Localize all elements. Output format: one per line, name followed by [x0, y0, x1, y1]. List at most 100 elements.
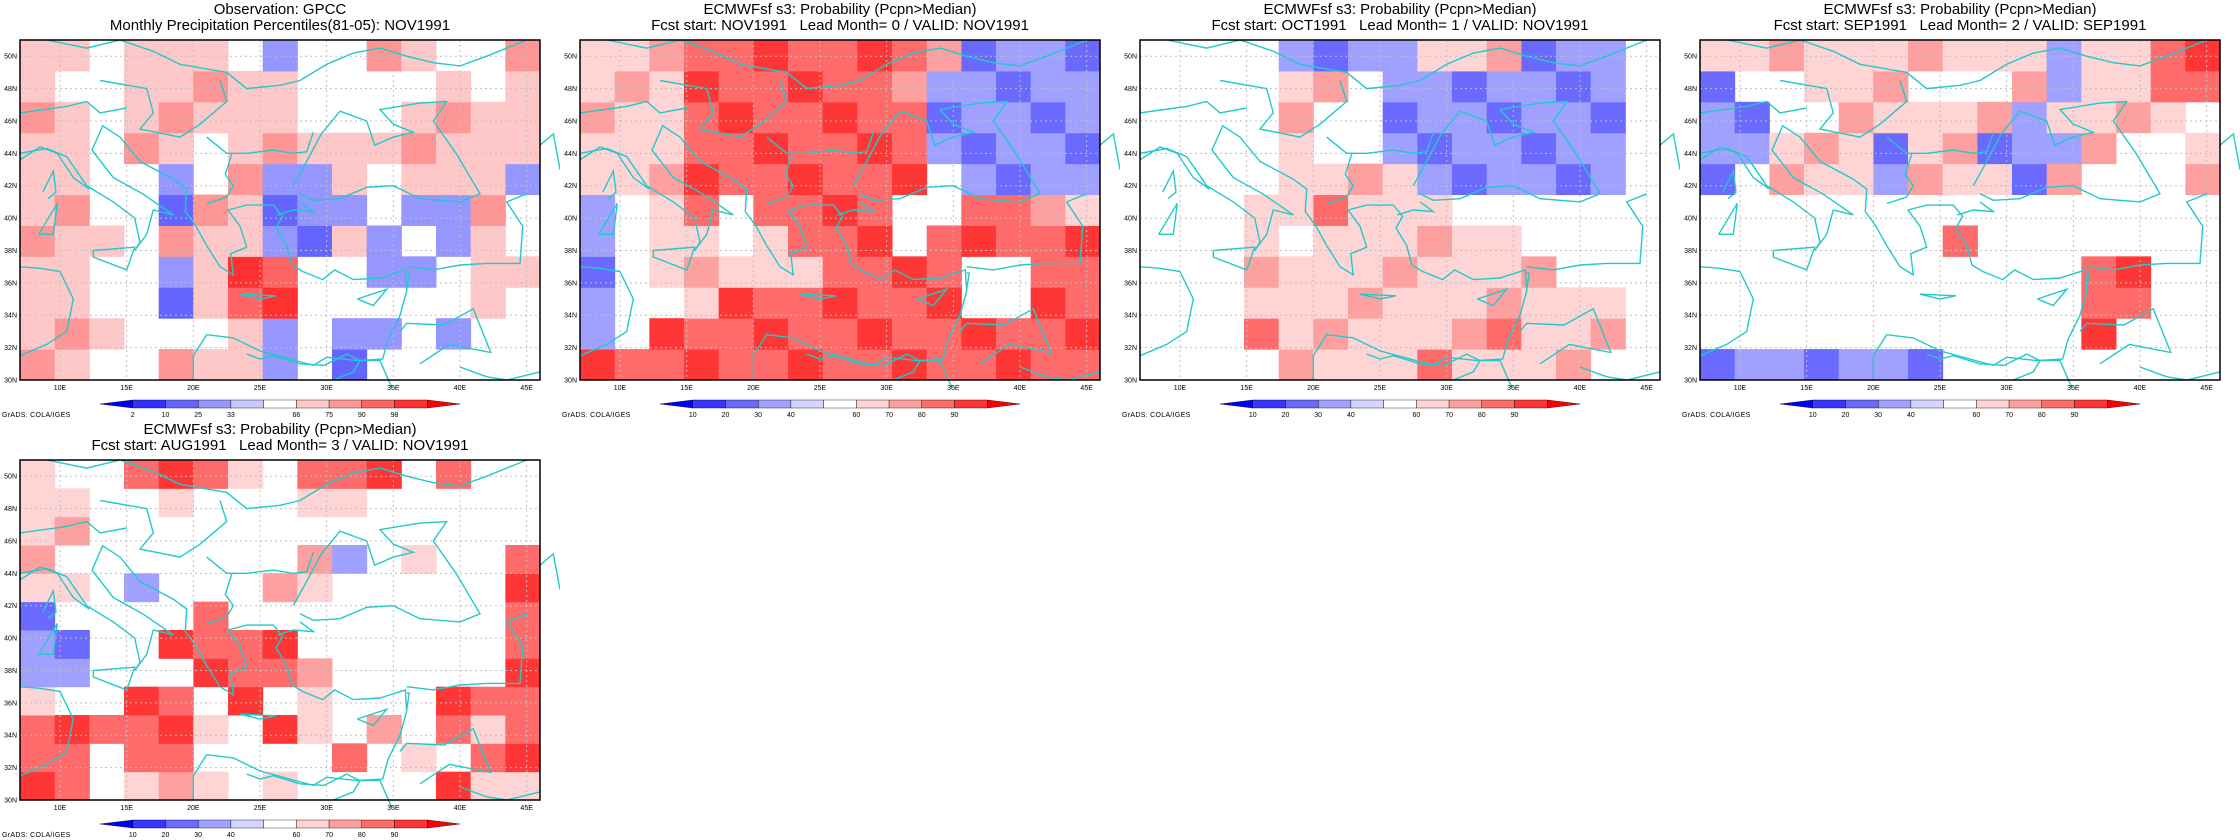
grid-cell	[1838, 101, 1874, 134]
grid-cell	[332, 318, 368, 350]
grid-cell	[1838, 70, 1874, 103]
grid-cell	[1908, 132, 1944, 165]
colorbar-segment	[1448, 399, 1483, 409]
colorbar-segment	[1317, 399, 1352, 409]
grid-cell	[124, 573, 160, 603]
grid-cell	[158, 132, 194, 165]
colorbar-segment	[1285, 399, 1319, 409]
colorbar-segment	[427, 819, 461, 829]
grid-cell	[124, 686, 160, 716]
grid-cell	[857, 70, 893, 103]
coastline	[399, 727, 492, 785]
credit-label: GrADS: COLA/IGES	[1122, 412, 1191, 419]
shading-cells	[580, 40, 1101, 381]
lat-tick-label: 48N	[4, 86, 17, 93]
lat-tick-label: 48N	[1684, 86, 1697, 93]
lon-tick-label: 45E	[1640, 385, 1653, 392]
grid-cell	[332, 163, 368, 196]
colorbar-tick-label: 80	[358, 832, 366, 839]
coastline	[1699, 100, 1807, 114]
grid-cell	[124, 715, 160, 744]
map-canvas: 30N 32N 34N 36N 38N 40N 42N 44N 46N 48N 50N 10E 15E 2…	[564, 39, 1120, 419]
grid-cell	[1278, 318, 1314, 350]
colorbar-tick-label: 10	[1809, 412, 1817, 419]
colorbar-tick-label: 30	[1874, 412, 1882, 419]
grid-cell	[436, 225, 472, 257]
coastline	[1972, 100, 2162, 203]
graticule	[20, 40, 540, 380]
grid-cell	[20, 349, 56, 381]
lat-tick-label: 42N	[564, 183, 577, 190]
lat-tick-label: 30N	[1124, 378, 1137, 385]
grid-cell	[2116, 70, 2152, 103]
colorbar-segment	[1779, 399, 1813, 409]
colorbar-segment	[132, 399, 166, 409]
grid-cell	[1313, 163, 1349, 196]
colorbar-segment	[99, 399, 133, 409]
grid-cell	[1030, 70, 1066, 103]
grid-cell	[193, 349, 229, 381]
grid-cell	[753, 194, 789, 226]
grid-cell	[857, 40, 893, 72]
grid-cell	[2081, 287, 2117, 319]
lat-tick-label: 36N	[4, 700, 17, 707]
grid-cell	[54, 488, 90, 518]
colorbar-tick-label: 10	[689, 412, 697, 419]
lon-tick-label: 35E	[387, 805, 400, 812]
credit-label: GrADS: COLA/IGES	[1682, 412, 1751, 419]
grid-cell	[54, 225, 90, 257]
grid-cell	[822, 132, 858, 165]
coastline	[333, 779, 393, 809]
map-canvas: 30N 32N 34N 36N 38N 40N 42N 44N 46N 48N 50N 10E 15E 2…	[4, 39, 560, 419]
grid-cell	[54, 132, 90, 165]
coastline	[92, 246, 136, 271]
colorbar-segment	[197, 819, 232, 829]
grid-cell	[470, 771, 506, 801]
grid-cell	[2185, 163, 2221, 196]
coastline	[406, 613, 527, 691]
grid-cell	[262, 132, 298, 165]
grid-cell	[857, 132, 893, 165]
grid-cell	[718, 163, 754, 196]
lon-tick-label: 40E	[2134, 385, 2147, 392]
colorbar-tick-label: 98	[391, 412, 399, 419]
grid-cell	[718, 70, 754, 103]
lat-tick-label: 34N	[4, 313, 17, 320]
colorbar-segment	[856, 399, 890, 409]
colorbar-segment	[1910, 399, 1944, 409]
grid-cell	[1977, 40, 2013, 72]
lat-tick-label: 46N	[4, 118, 17, 125]
grid-cell	[753, 318, 789, 350]
lat-tick-label: 40N	[1124, 216, 1137, 223]
lat-tick-label: 44N	[1684, 151, 1697, 158]
grid-cell	[1065, 163, 1101, 196]
coastlines	[579, 39, 1120, 389]
grid-cell	[580, 101, 616, 134]
grid-cell	[1838, 349, 1874, 381]
grid-cell	[822, 349, 858, 381]
grid-cell	[20, 318, 56, 350]
lon-tick-label: 15E	[1240, 385, 1253, 392]
map-canvas: 30N 32N 34N 36N 38N 40N 42N 44N 46N 48N 50N 10E 15E 2…	[1124, 39, 1680, 419]
grid-cell	[228, 630, 264, 659]
lon-tick-label: 40E	[454, 385, 467, 392]
lon-tick-label: 45E	[2200, 385, 2213, 392]
colorbar	[659, 399, 1021, 409]
grid-cell	[228, 349, 264, 381]
colorbar-segment	[361, 399, 395, 409]
colorbar-tick-label: 30	[754, 412, 762, 419]
map-panel-lead1: ECMWFsf s3: Probability (Pcpn>Median) Fc…	[1120, 0, 1680, 420]
coastline	[1019, 366, 1101, 381]
coastlines	[1139, 39, 1680, 389]
colorbar-tick-label: 90	[951, 412, 959, 419]
grid-cell	[1065, 194, 1101, 226]
grid-cell	[332, 194, 368, 226]
lon-tick-label: 25E	[254, 805, 267, 812]
panel-title: ECMWFsf s3: Probability (Pcpn>Median)	[143, 421, 417, 438]
coastline	[1219, 79, 1348, 138]
grid-cell	[1452, 349, 1488, 381]
coastline	[92, 666, 136, 691]
lon-tick-label: 10E	[614, 385, 627, 392]
grid-cell	[1065, 349, 1101, 381]
grid-cell	[649, 349, 685, 381]
